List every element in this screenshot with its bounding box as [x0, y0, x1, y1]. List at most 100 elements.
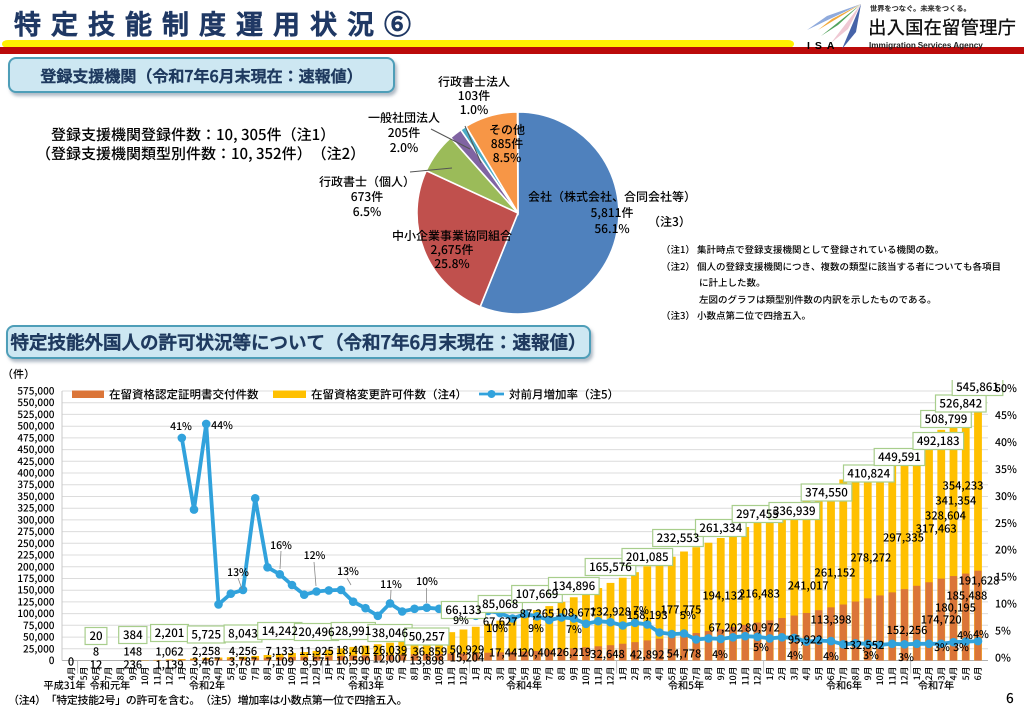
svg-text:3,787: 3,787	[229, 654, 257, 670]
svg-text:30%: 30%	[995, 489, 1017, 504]
svg-text:42,892: 42,892	[630, 647, 665, 663]
svg-text:5月: 5月	[77, 667, 90, 681]
svg-text:8,571: 8,571	[302, 654, 330, 670]
svg-text:3,467: 3,467	[192, 654, 220, 670]
svg-text:6月: 6月	[236, 667, 249, 681]
svg-text:10月: 10月	[726, 667, 739, 686]
svg-text:9%: 9%	[453, 613, 469, 628]
svg-text:354,233: 354,233	[943, 478, 984, 494]
svg-text:165,576: 165,576	[589, 559, 632, 575]
svg-text:50,257: 50,257	[409, 629, 446, 645]
svg-text:2月: 2月	[628, 667, 641, 681]
svg-text:174,720: 174,720	[921, 612, 962, 628]
svg-text:449,591: 449,591	[878, 449, 921, 465]
svg-text:11月: 11月	[886, 667, 899, 686]
svg-text:236: 236	[123, 657, 142, 673]
svg-text:350,000: 350,000	[17, 488, 54, 503]
svg-text:令和5年: 令和5年	[668, 677, 704, 692]
svg-text:5月: 5月	[959, 667, 972, 681]
svg-text:7月: 7月	[543, 667, 556, 681]
svg-text:150,000: 150,000	[17, 582, 54, 597]
svg-text:1月: 1月	[469, 667, 482, 681]
svg-text:7,109: 7,109	[266, 654, 294, 670]
svg-text:2月: 2月	[187, 667, 200, 681]
svg-text:545,861: 545,861	[956, 380, 999, 395]
svg-text:3月: 3月	[493, 667, 506, 681]
svg-text:2,201: 2,201	[155, 625, 185, 641]
svg-text:180,195: 180,195	[935, 600, 976, 616]
svg-text:241,017: 241,017	[788, 578, 829, 594]
svg-text:1月: 1月	[322, 667, 335, 681]
svg-text:在留資格認定証明書交付件数: 在留資格認定証明書交付件数	[109, 387, 259, 403]
svg-text:12月: 12月	[310, 667, 323, 686]
svg-text:177,775: 177,775	[661, 602, 702, 618]
svg-text:平成31年: 平成31年	[43, 677, 85, 692]
svg-text:4%: 4%	[823, 649, 839, 664]
svg-text:2,258: 2,258	[192, 643, 220, 659]
svg-text:13%: 13%	[227, 565, 249, 580]
svg-text:185,488: 185,488	[946, 588, 987, 604]
svg-text:575,000: 575,000	[17, 383, 54, 398]
svg-text:12月: 12月	[604, 667, 617, 686]
svg-text:134,896: 134,896	[552, 578, 595, 594]
svg-text:3%: 3%	[934, 640, 950, 655]
svg-text:50,929: 50,929	[450, 642, 485, 658]
svg-text:44%: 44%	[211, 418, 233, 433]
svg-text:7月: 7月	[395, 667, 408, 681]
svg-text:15%: 15%	[995, 570, 1017, 585]
svg-text:38,046: 38,046	[372, 625, 409, 641]
svg-text:4%: 4%	[712, 647, 728, 662]
svg-text:410,824: 410,824	[847, 466, 890, 482]
svg-text:令和2年: 令和2年	[189, 677, 225, 692]
svg-text:336,939: 336,939	[773, 503, 816, 519]
svg-text:12月: 12月	[163, 667, 176, 686]
svg-text:10%: 10%	[486, 621, 508, 636]
svg-text:12月: 12月	[898, 667, 911, 686]
svg-text:50,000: 50,000	[23, 629, 55, 644]
svg-text:526,842: 526,842	[939, 396, 982, 412]
svg-text:325,000: 325,000	[17, 500, 54, 515]
svg-text:20%: 20%	[995, 543, 1017, 558]
svg-text:5,725: 5,725	[191, 627, 221, 643]
svg-text:7,133: 7,133	[266, 643, 294, 659]
svg-text:9月: 9月	[273, 667, 286, 681]
svg-text:8月: 8月	[408, 667, 421, 681]
svg-text:4%: 4%	[787, 648, 803, 663]
svg-text:1月: 1月	[616, 667, 629, 681]
svg-text:4%: 4%	[973, 627, 989, 642]
svg-text:20,404: 20,404	[522, 645, 557, 661]
svg-text:4月: 4月	[653, 667, 666, 681]
svg-text:25%: 25%	[995, 516, 1017, 531]
svg-text:10,590: 10,590	[336, 653, 371, 669]
svg-text:191,628: 191,628	[959, 573, 1000, 589]
svg-text:令和元年: 令和元年	[90, 677, 131, 692]
svg-text:201,085: 201,085	[626, 549, 669, 565]
svg-text:297,455: 297,455	[736, 506, 779, 522]
svg-text:1,139: 1,139	[155, 657, 183, 673]
svg-text:11月: 11月	[150, 667, 163, 686]
svg-text:200,000: 200,000	[17, 558, 54, 573]
svg-text:3%: 3%	[863, 648, 879, 663]
svg-text:85,068: 85,068	[482, 596, 519, 612]
svg-text:9月: 9月	[420, 667, 433, 681]
svg-text:450,000: 450,000	[17, 441, 54, 456]
svg-text:11月: 11月	[297, 667, 310, 686]
svg-text:41%: 41%	[170, 419, 192, 434]
svg-text:6月: 6月	[530, 667, 543, 681]
svg-text:216,483: 216,483	[739, 586, 780, 602]
svg-text:225,000: 225,000	[17, 547, 54, 562]
svg-text:8月: 8月	[261, 667, 274, 681]
svg-text:5%: 5%	[753, 640, 769, 655]
svg-text:11,925: 11,925	[299, 643, 334, 659]
svg-text:125,000: 125,000	[17, 593, 54, 608]
svg-text:4月: 4月	[506, 667, 519, 681]
svg-text:6月: 6月	[89, 667, 102, 681]
svg-text:3月: 3月	[199, 667, 212, 681]
svg-text:26,039: 26,039	[373, 642, 408, 658]
svg-text:261,334: 261,334	[699, 520, 742, 536]
svg-text:4月: 4月	[359, 667, 372, 681]
svg-text:20: 20	[89, 628, 103, 644]
svg-text:10月: 10月	[285, 667, 298, 686]
svg-text:12%: 12%	[304, 548, 326, 563]
svg-text:95,922: 95,922	[788, 632, 823, 648]
